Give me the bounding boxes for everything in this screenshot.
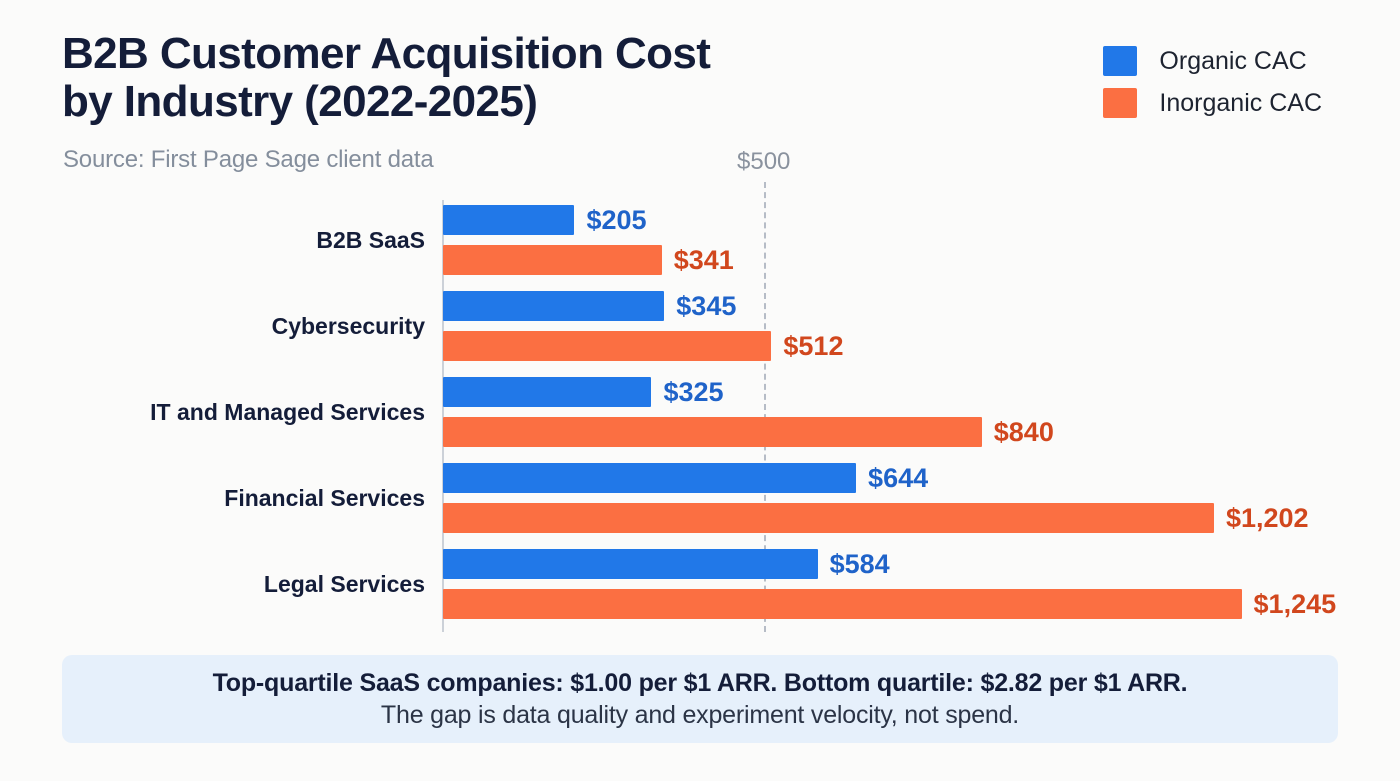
bar-inorganic[interactable] [443,503,1214,533]
category-label: Financial Services [224,485,425,511]
bar-organic[interactable] [443,291,665,321]
reference-line-label: $500 [736,148,791,175]
bar-value-label-inorganic: $341 [673,245,734,275]
square-swatch-icon [1103,46,1138,76]
callout-subline: The gap is data quality and experiment v… [380,701,1020,729]
bar-organic[interactable] [443,377,652,407]
category-label: B2B SaaS [316,227,425,253]
value-axis-line [442,200,444,632]
callout-headline: Top-quartile SaaS companies: $1.00 per $… [212,669,1188,697]
square-swatch-icon [1103,88,1138,118]
bar-organic[interactable] [443,463,857,493]
category-label: IT and Managed Services [150,399,425,425]
chart-source-subtitle: Source: First Page Sage client data [63,146,434,173]
bar-value-label-organic: $325 [663,377,724,407]
category-label: Legal Services [263,571,425,597]
bar-value-label-inorganic: $1,245 [1253,589,1337,619]
bar-inorganic[interactable] [443,245,662,275]
bar-value-label-organic: $584 [829,549,890,579]
legend-item-organic[interactable]: Organic CAC [1103,44,1322,78]
legend-label-inorganic: Inorganic CAC [1159,88,1322,117]
category-label: Cybersecurity [271,313,425,339]
bar-organic[interactable] [443,205,575,235]
bar-value-label-organic: $345 [676,291,737,321]
bar-value-label-inorganic: $1,202 [1225,503,1309,533]
bar-organic[interactable] [443,549,818,579]
chart-plot-area: $500 $205 $341 $345 $512 $325 $840 $644 $1,202 $5… [442,148,1343,632]
bar-value-label-organic: $205 [586,205,647,235]
reference-line-500 [763,182,766,632]
category-axis-labels: B2B SaaS Cybersecurity IT and Managed Serv… [0,200,425,632]
chart-legend: Organic CAC Inorganic CAC [1103,44,1322,128]
footer-callout: Top-quartile SaaS companies: $1.00 per $… [62,655,1338,743]
bar-value-label-inorganic: $840 [993,417,1054,447]
legend-label-organic: Organic CAC [1159,46,1307,75]
bar-inorganic[interactable] [443,331,772,361]
legend-item-inorganic[interactable]: Inorganic CAC [1103,86,1322,120]
page-title: B2B Customer Acquisition Cost by Industr… [62,29,711,126]
bar-inorganic[interactable] [443,589,1242,619]
bar-inorganic[interactable] [443,417,982,447]
bar-value-label-organic: $644 [868,463,929,493]
bar-value-label-inorganic: $512 [783,331,844,361]
